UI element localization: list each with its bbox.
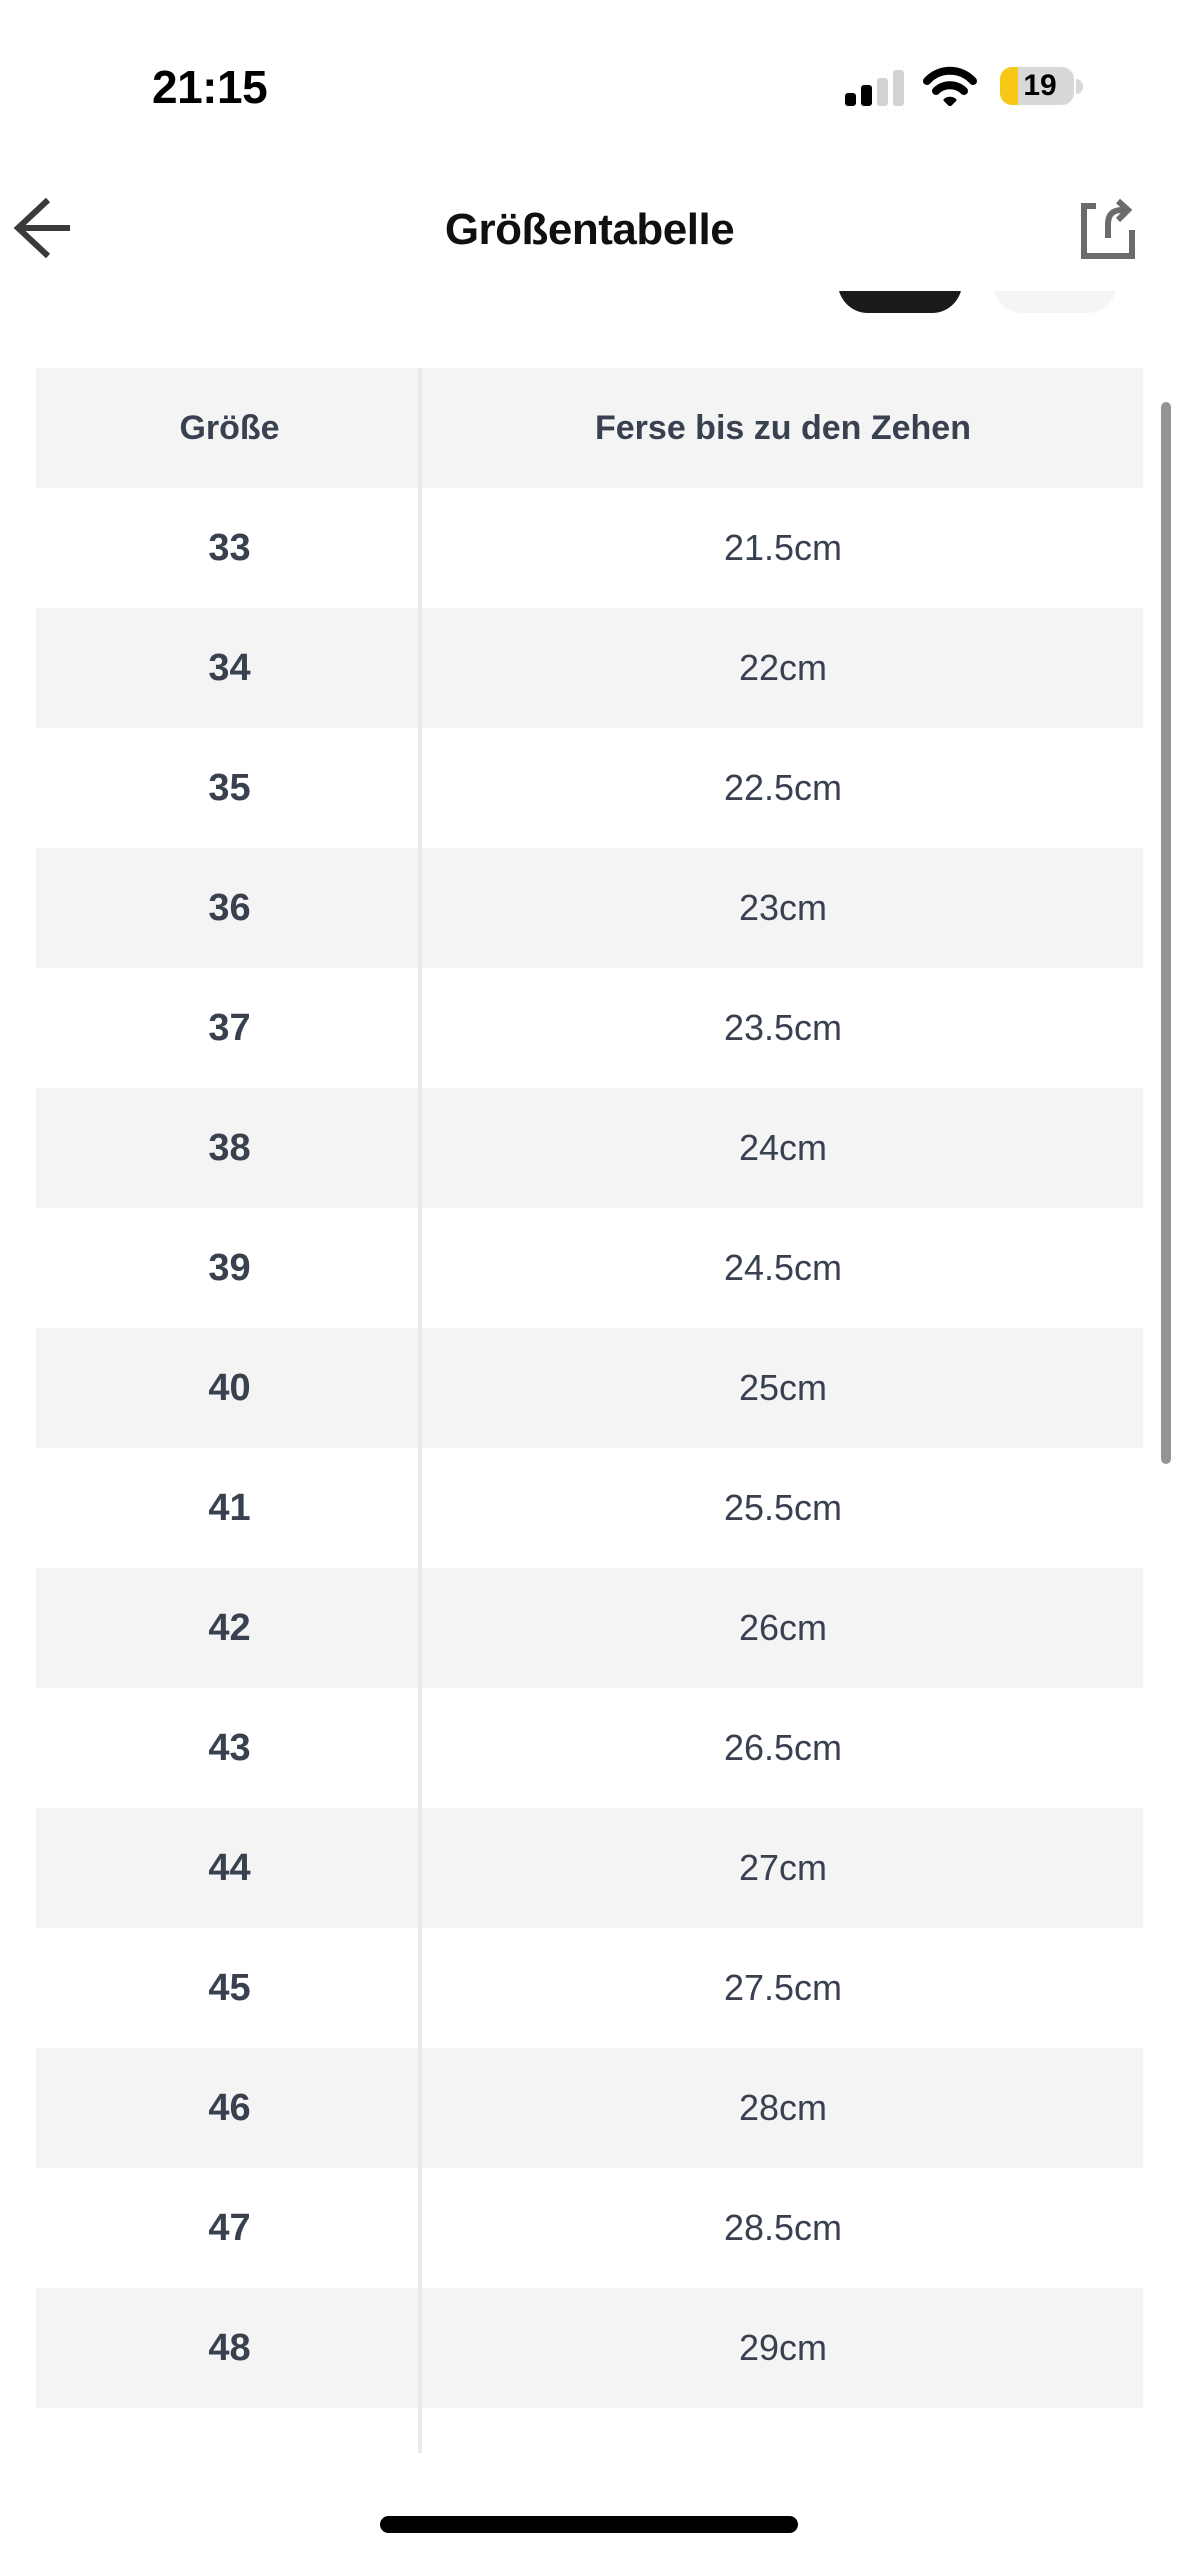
length-cell: 28.5cm — [723, 2207, 843, 2248]
column-header-heel-to-toe: Ferse bis zu den Zehen — [595, 408, 971, 447]
length-cell: 22.5cm — [723, 767, 843, 808]
scrollbar-thumb[interactable] — [1161, 402, 1171, 1464]
size-cell: 33 — [208, 526, 251, 569]
size-cell: 45 — [208, 1966, 251, 2009]
size-cell: 34 — [208, 646, 251, 689]
unit-toggle — [820, 291, 1140, 314]
status-time: 21:15 — [152, 61, 268, 113]
table-row: 34 22cm — [36, 608, 1143, 728]
size-cell: 39 — [208, 1246, 251, 1289]
toggle-pill-unselected[interactable] — [993, 291, 1117, 313]
battery-cap — [1076, 79, 1083, 94]
table-row: 41 25.5cm — [36, 1448, 1143, 1568]
column-header-size: Größe — [179, 408, 280, 447]
back-button[interactable] — [12, 196, 76, 260]
length-cell: 23.5cm — [723, 1007, 843, 1048]
size-cell: 46 — [208, 2086, 251, 2129]
table-row: 35 22.5cm — [36, 728, 1143, 848]
length-cell: 24cm — [738, 1127, 828, 1168]
length-cell: 23cm — [738, 887, 828, 928]
size-cell: 40 — [208, 1366, 251, 1409]
table-row: 47 28.5cm — [36, 2168, 1143, 2288]
length-cell: 26cm — [738, 1607, 828, 1648]
table-row: 36 23cm — [36, 848, 1143, 968]
length-cell: 24.5cm — [723, 1247, 843, 1288]
table-rows: 33 21.5cm 34 22cm 35 22.5cm 36 23cm 37 23.5cm 38 24… — [36, 488, 1143, 2408]
length-cell: 27.5cm — [723, 1967, 843, 2008]
size-cell: 35 — [208, 766, 251, 809]
table-row: 48 29cm — [36, 2288, 1143, 2408]
column-divider — [418, 368, 422, 2453]
length-cell: 22cm — [738, 647, 828, 688]
cellular-signal-icon — [845, 70, 904, 106]
page-title: Größentabelle — [444, 205, 735, 254]
table-row: 38 24cm — [36, 1088, 1143, 1208]
length-cell: 21.5cm — [723, 527, 843, 568]
table-row: 46 28cm — [36, 2048, 1143, 2168]
size-cell: 41 — [208, 1486, 251, 1529]
home-indicator[interactable] — [380, 2516, 798, 2533]
share-button[interactable] — [1074, 196, 1140, 262]
battery-fill-yellow — [1000, 67, 1018, 105]
table-row: 33 21.5cm — [36, 488, 1143, 608]
length-cell: 26.5cm — [723, 1727, 843, 1768]
toggle-pill-selected[interactable] — [838, 291, 962, 313]
table-row: 44 27cm — [36, 1808, 1143, 1928]
wifi-icon — [923, 66, 977, 106]
length-cell: 28cm — [738, 2087, 828, 2128]
length-cell: 25.5cm — [723, 1487, 843, 1528]
size-cell: 36 — [208, 886, 251, 929]
table-row: 45 27.5cm — [36, 1928, 1143, 2048]
size-cell: 44 — [208, 1846, 251, 1889]
size-cell: 43 — [208, 1726, 251, 1769]
size-table: Größe Ferse bis zu den Zehen 33 21.5cm 34 2… — [36, 368, 1143, 2408]
battery-indicator: 19 — [1000, 67, 1074, 105]
size-cell: 37 — [208, 1006, 251, 1049]
size-cell: 42 — [208, 1606, 251, 1649]
length-cell: 25cm — [738, 1367, 828, 1408]
table-row: 40 25cm — [36, 1328, 1143, 1448]
battery-percent: 19 — [1023, 69, 1057, 102]
size-cell: 47 — [208, 2206, 251, 2249]
size-cell: 38 — [208, 1126, 251, 1169]
table-header-row: Größe Ferse bis zu den Zehen — [36, 368, 1143, 488]
length-cell: 27cm — [738, 1847, 828, 1888]
table-row: 43 26.5cm — [36, 1688, 1143, 1808]
length-cell: 29cm — [738, 2327, 828, 2368]
table-row: 39 24.5cm — [36, 1208, 1143, 1328]
table-row: 37 23.5cm — [36, 968, 1143, 1088]
table-row: 42 26cm — [36, 1568, 1143, 1688]
size-cell: 48 — [208, 2326, 251, 2369]
